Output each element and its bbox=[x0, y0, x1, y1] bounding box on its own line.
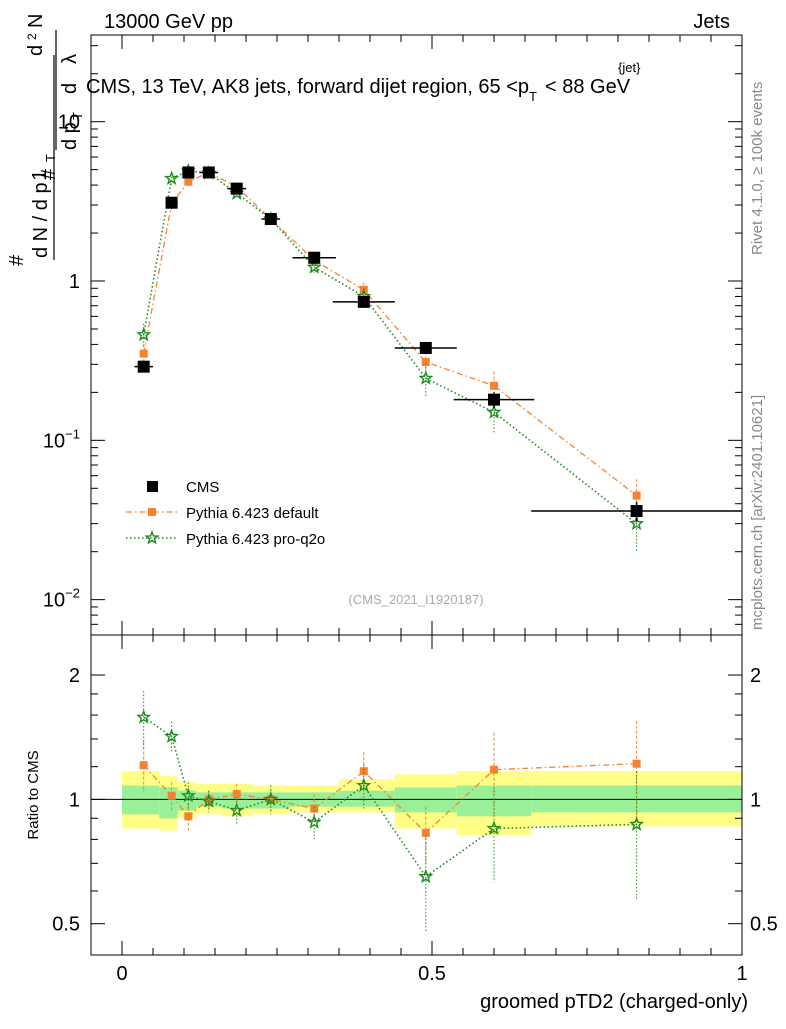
svg-text:#: # bbox=[6, 254, 28, 266]
ratio-y-axis-label: Ratio to CMS bbox=[25, 750, 42, 839]
ratio-pro-point bbox=[136, 709, 152, 724]
legend-label-default: Pythia 6.423 default bbox=[186, 505, 319, 522]
ratio-default-point bbox=[139, 761, 148, 770]
svg-text:#: # bbox=[38, 168, 60, 180]
side-rivet-label: Rivet 4.1.0, ≥ 100k events bbox=[749, 82, 766, 255]
plot-title-sup: {jet} bbox=[618, 60, 641, 75]
main-y-tick-label: 10 bbox=[58, 112, 80, 134]
main-cms-point bbox=[357, 295, 370, 308]
main-cms-point bbox=[630, 505, 643, 518]
svg-text:d N / d p: d N / d p bbox=[30, 182, 52, 258]
ratio-y-tick-label-left: 2 bbox=[69, 665, 80, 687]
main-y-tick-label: 1 bbox=[69, 271, 80, 293]
main-cms-point bbox=[488, 393, 500, 406]
ratio-y-tick-label-right: 0.5 bbox=[750, 914, 778, 936]
ratio-default-point bbox=[359, 767, 368, 776]
ratio-pro-point bbox=[418, 868, 434, 884]
ratio-default-point bbox=[632, 759, 641, 768]
ratio-pro-point bbox=[356, 777, 372, 793]
axis-ticks: 10−2 10−1 1 10 0.5 0.5 1 1 2 2 0 0.5 1 bbox=[43, 35, 778, 985]
main-cms-point bbox=[165, 196, 178, 209]
ratio-pro-point bbox=[628, 816, 645, 831]
main-cms-point bbox=[202, 166, 215, 179]
main-pro-point bbox=[418, 370, 434, 385]
main-y-axis-label: 1 d N / d p T # d 2 N d p T d λ # bbox=[6, 14, 85, 266]
main-cms-point bbox=[264, 213, 277, 226]
ratio-default-line bbox=[143, 763, 637, 834]
main-pro-point bbox=[486, 404, 502, 419]
ratio-default-point bbox=[490, 765, 498, 774]
main-default-point bbox=[632, 491, 641, 500]
analysis-id: (CMS_2021_I1920187) bbox=[348, 592, 483, 607]
svg-text:d p: d p bbox=[59, 122, 81, 150]
main-cms-point bbox=[182, 166, 195, 179]
ratio-y-tick-label-left: 0.5 bbox=[52, 914, 80, 936]
svg-text:T: T bbox=[43, 154, 58, 162]
legend-marker-default bbox=[148, 508, 156, 516]
svg-text:N: N bbox=[25, 14, 47, 28]
plot-title-main: CMS, 13 TeV, AK8 jets, forward dijet reg… bbox=[86, 76, 529, 98]
x-tick-label: 0.5 bbox=[418, 963, 446, 985]
main-pro-point bbox=[163, 170, 180, 185]
main-y-tick-label: 10−1 bbox=[43, 426, 80, 452]
ratio-pro-point bbox=[163, 728, 180, 743]
side-mcplots-label: mcplots.cern.ch [arXiv:2401.10621] bbox=[749, 395, 766, 630]
main-pro-line bbox=[142, 170, 638, 525]
header-right-label: Jets bbox=[693, 11, 730, 33]
x-tick-label: 0 bbox=[116, 963, 127, 985]
ratio-pro-point bbox=[201, 793, 217, 808]
legend-label-cms: CMS bbox=[186, 479, 219, 496]
ratio-default-point bbox=[167, 791, 176, 800]
legend-marker-pro bbox=[144, 530, 160, 545]
band-inner-bin bbox=[122, 785, 160, 815]
svg-text:1: 1 bbox=[29, 169, 51, 180]
ratio-pro-point bbox=[229, 802, 245, 817]
main-pro-point bbox=[306, 259, 322, 274]
main-default-point bbox=[490, 381, 498, 390]
ratio-default-point bbox=[421, 828, 430, 837]
main-cms-point bbox=[137, 360, 150, 373]
header-left-label: 13000 GeV pp bbox=[104, 11, 233, 33]
x-axis-label: groomed pTD2 (charged-only) bbox=[480, 991, 748, 1013]
plot-title: CMS, 13 TeV, AK8 jets, forward dijet reg… bbox=[86, 76, 631, 104]
ratio-y-tick-label-right: 1 bbox=[750, 789, 761, 811]
x-tick-label: 1 bbox=[736, 963, 747, 985]
legend-marker-cms bbox=[147, 481, 158, 492]
svg-text:T: T bbox=[70, 112, 85, 120]
main-y-tick-label: 10−2 bbox=[43, 586, 80, 612]
legend-label-pro: Pythia 6.423 pro-q2o bbox=[186, 531, 325, 548]
ratio-default-point bbox=[310, 804, 319, 813]
ratio-y-tick-label-left: 1 bbox=[69, 789, 80, 811]
main-cms-point bbox=[419, 341, 432, 354]
main-default-point bbox=[139, 349, 148, 358]
svg-text:2: 2 bbox=[25, 33, 39, 40]
main-cms-point bbox=[308, 251, 321, 264]
main-pro-point bbox=[628, 515, 645, 531]
svg-text:d: d bbox=[25, 45, 47, 56]
main-default-line bbox=[143, 171, 637, 497]
main-cms-point bbox=[230, 182, 243, 195]
band-inner-bin bbox=[339, 790, 395, 807]
main-default-point bbox=[421, 358, 430, 367]
main-default-point bbox=[184, 177, 193, 186]
svg-text:λ: λ bbox=[59, 54, 81, 64]
ratio-pro-point bbox=[306, 814, 322, 829]
plot-title-tail: < 88 GeV bbox=[545, 76, 631, 98]
data-layer bbox=[134, 163, 742, 932]
ratio-pro-point bbox=[263, 791, 279, 806]
ratio-pro-point bbox=[180, 787, 196, 803]
ratio-y-tick-label-right: 2 bbox=[750, 665, 761, 687]
ratio-plot-frame bbox=[90, 634, 743, 956]
main-pro-point bbox=[136, 326, 152, 342]
ratio-default-point bbox=[266, 795, 275, 804]
svg-text:d: d bbox=[59, 83, 81, 94]
plot-title-sub: T bbox=[529, 89, 537, 104]
ratio-default-point bbox=[204, 795, 213, 804]
ratio-pro-point bbox=[486, 820, 502, 836]
ratio-default-point bbox=[184, 812, 193, 821]
ratio-default-point bbox=[232, 790, 241, 799]
legend: CMS Pythia 6.423 default Pythia 6.423 pr… bbox=[126, 479, 325, 548]
